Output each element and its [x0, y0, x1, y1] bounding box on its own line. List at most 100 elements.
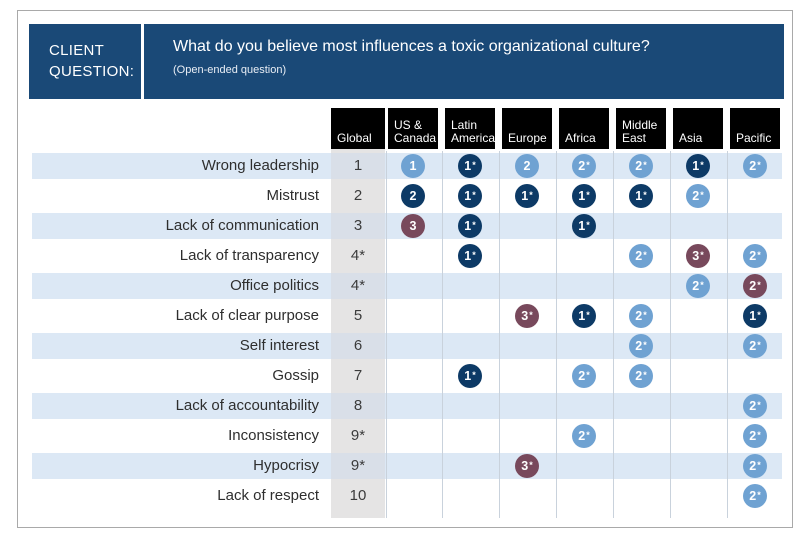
question-box: What do you believe most influences a to…: [144, 24, 784, 99]
row-label: Inconsistency: [228, 427, 319, 444]
question-subtext: (Open-ended question): [173, 64, 287, 77]
rank-circle-middle-east: 2 *: [629, 244, 653, 268]
column-divider-line: [613, 151, 614, 518]
client-question-line2: QUESTION:: [49, 62, 135, 80]
column-header-asia: Asia: [673, 108, 723, 149]
global-rank: 7: [353, 367, 363, 384]
rank-circle-pacific: 2 *: [743, 334, 767, 358]
row-regions: [385, 453, 782, 479]
rank-circle-pacific: 2 *: [743, 484, 767, 508]
row-label: Wrong leadership: [32, 153, 331, 179]
row-label: Gossip: [272, 367, 319, 384]
rank-circle-pacific: 2 *: [743, 424, 767, 448]
rank-circle-us-canada: 1: [401, 154, 425, 178]
rank-circle-asia: 1 *: [686, 154, 710, 178]
rank-circle-middle-east: 1 *: [629, 184, 653, 208]
rank-circle-latin-america: 1 *: [458, 364, 482, 388]
global-rank: 9*: [350, 427, 366, 444]
table-row-lack-of-communication: Lack of communication 3 3 1 * 1 *: [32, 213, 782, 239]
row-label: Lack of respect: [217, 487, 319, 504]
table-row-mistrust: Mistrust 2 2 1 * 1 * 1 * 1 * 2 *: [32, 183, 782, 209]
column-header-africa: Africa: [559, 108, 609, 149]
rank-circle-pacific: 1 *: [743, 304, 767, 328]
row-label: Lack of communication: [32, 213, 331, 239]
row-label: Hypocrisy: [32, 453, 331, 479]
table-row-lack-of-respect: Lack of respect 10 2 *: [32, 483, 782, 509]
rank-circle-africa: 1 *: [572, 304, 596, 328]
column-divider-line: [442, 151, 443, 518]
rank-circle-middle-east: 2 *: [629, 364, 653, 388]
column-header-europe: Europe: [502, 108, 552, 149]
rank-circle-pacific: 2 *: [743, 454, 767, 478]
column-header-middle-east: Middle East: [616, 108, 666, 149]
column-divider-line: [499, 151, 500, 518]
rank-circle-middle-east: 2 *: [629, 154, 653, 178]
rank-circle-us-canada: 2: [401, 184, 425, 208]
column-header-latin-america: Latin America: [445, 108, 495, 149]
table-row-hypocrisy: Hypocrisy 9* 3 * 2 *: [32, 453, 782, 479]
row-regions: [385, 273, 782, 299]
row-regions: [385, 483, 782, 509]
global-rank: 6: [331, 333, 385, 359]
row-regions: [385, 243, 782, 269]
rank-circle-europe: 1 *: [515, 184, 539, 208]
question-text: What do you believe most influences a to…: [173, 38, 650, 55]
client-question-line1: CLIENT: [49, 42, 105, 60]
rank-circle-middle-east: 2 *: [629, 304, 653, 328]
global-rank: 8: [331, 393, 385, 419]
rank-circle-asia: 2 *: [686, 274, 710, 298]
row-label: Office politics: [32, 273, 331, 299]
rank-circle-latin-america: 1 *: [458, 154, 482, 178]
rank-circle-pacific: 2 *: [743, 154, 767, 178]
column-header-pacific: Pacific: [730, 108, 780, 149]
global-rank: 4*: [331, 273, 385, 299]
rank-circle-africa: 1 *: [572, 184, 596, 208]
rank-circle-middle-east: 2 *: [629, 334, 653, 358]
rank-circle-latin-america: 1 *: [458, 184, 482, 208]
rank-circle-africa: 2 *: [572, 364, 596, 388]
global-rank: 1: [331, 153, 385, 179]
global-rank: 2: [353, 187, 363, 204]
rank-circle-latin-america: 1 *: [458, 244, 482, 268]
rank-circle-europe: 3 *: [515, 454, 539, 478]
table-row-self-interest: Self interest 6 2 * 2 *: [32, 333, 782, 359]
table-row-lack-of-transparency: Lack of transparency 4* 1 * 2 * 3 * 2 *: [32, 243, 782, 269]
row-regions: [385, 333, 782, 359]
column-divider-line: [670, 151, 671, 518]
row-label: Lack of clear purpose: [175, 307, 319, 324]
row-label: Mistrust: [266, 187, 320, 204]
rank-circle-pacific: 2 *: [743, 244, 767, 268]
table-row-inconsistency: Inconsistency 9* 2 * 2 *: [32, 423, 782, 449]
rank-circle-pacific: 2 *: [743, 274, 767, 298]
row-label: Self interest: [32, 333, 331, 359]
rank-circle-europe: 2: [515, 154, 539, 178]
column-header-global: Global: [331, 108, 385, 149]
global-rank: 10: [349, 487, 367, 504]
rank-circle-asia: 3 *: [686, 244, 710, 268]
global-rank: 4*: [350, 247, 366, 264]
rank-circle-europe: 3 *: [515, 304, 539, 328]
global-rank: 9*: [331, 453, 385, 479]
table-row-wrong-leadership: Wrong leadership 1 1 1 * 2 2 * 2 * 1 * 2 *: [32, 153, 782, 179]
column-header-us-canada: US & Canada: [388, 108, 438, 149]
global-rank: 3: [331, 213, 385, 239]
table-row-gossip: Gossip 7 1 * 2 * 2 *: [32, 363, 782, 389]
rank-circle-pacific: 2 *: [743, 394, 767, 418]
column-divider-line: [386, 151, 387, 518]
table-row-lack-of-accountability: Lack of accountability 8 2 *: [32, 393, 782, 419]
global-rank: 5: [353, 307, 363, 324]
rank-circle-latin-america: 1 *: [458, 214, 482, 238]
column-divider-line: [727, 151, 728, 518]
rank-circle-africa: 2 *: [572, 424, 596, 448]
column-divider-line: [556, 151, 557, 518]
table-row-office-politics: Office politics 4* 2 * 2 *: [32, 273, 782, 299]
rank-circle-africa: 2 *: [572, 154, 596, 178]
row-label: Lack of accountability: [32, 393, 331, 419]
row-label: Lack of transparency: [179, 247, 319, 264]
client-question-label: CLIENT QUESTION:: [29, 24, 141, 99]
row-regions: [385, 393, 782, 419]
rank-circle-asia: 2 *: [686, 184, 710, 208]
rank-circle-africa: 1 *: [572, 214, 596, 238]
report-frame: CLIENT QUESTION: What do you believe mos…: [17, 10, 793, 528]
